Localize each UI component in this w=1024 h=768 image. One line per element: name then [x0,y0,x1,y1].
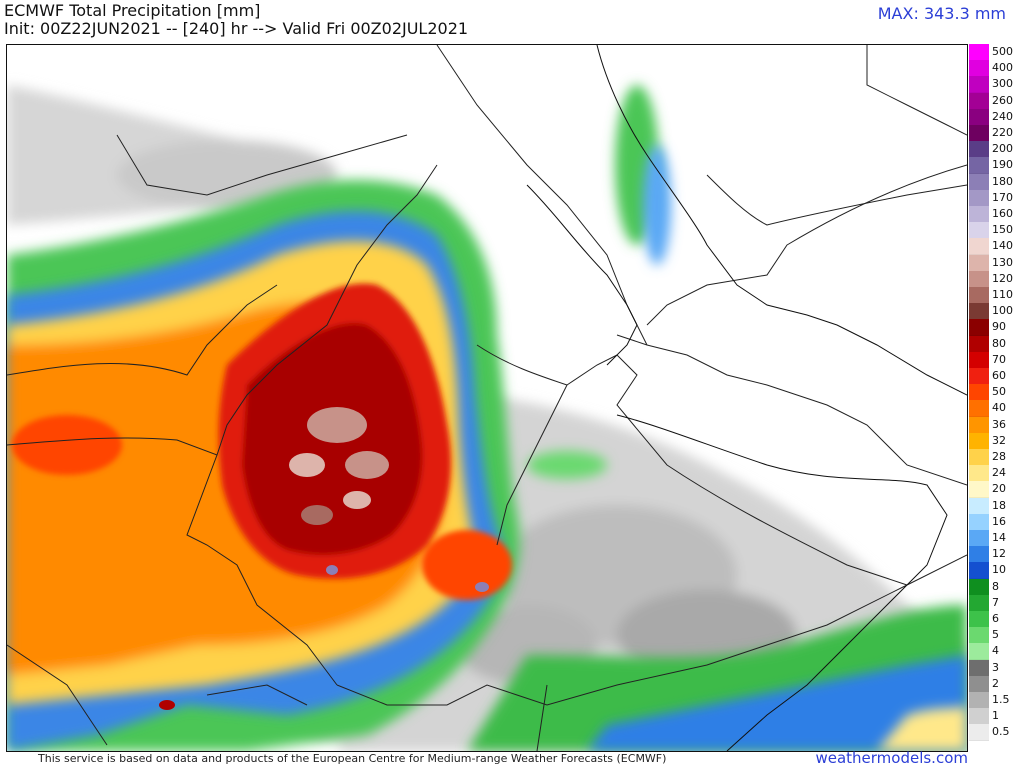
legend-swatch [969,513,989,531]
legend-label: 180 [992,174,1013,188]
legend-label: 20 [992,482,1006,496]
legend-swatch [969,368,989,385]
legend-swatch [969,141,989,159]
legend-label: 40 [992,401,1006,415]
legend-swatch [969,692,989,709]
legend-label: 110 [992,288,1013,301]
legend-label: 80 [992,336,1006,350]
legend-swatch [969,335,989,353]
legend-label: 170 [992,190,1013,204]
legend-swatch [969,481,989,499]
legend-swatch [969,351,989,369]
legend-swatch [969,157,989,175]
legend-label: 260 [992,93,1013,107]
legend-label: 2 [992,676,999,690]
legend-label: 70 [992,352,1006,366]
legend-label: 6 [992,612,999,625]
legend-swatch [969,108,989,126]
brand-link[interactable]: weathermodels.com [815,749,968,767]
legend-swatch [969,222,989,240]
legend-label: 100 [992,304,1013,318]
legend-label: 140 [992,239,1013,253]
legend-swatch [969,189,989,207]
legend-swatch [969,611,989,628]
legend-swatch [969,303,989,321]
legend-label: 4 [992,644,999,658]
legend-label: 200 [992,142,1013,156]
ecmwf-credit: This service is based on data and produc… [38,752,667,765]
legend-swatch [969,384,989,402]
legend-swatch [969,578,989,596]
legend-swatch [969,465,989,483]
legend-label: 240 [992,109,1013,123]
legend-label: 60 [992,369,1006,382]
legend-swatch [969,400,989,418]
legend-label: 32 [992,433,1006,447]
legend-swatch [969,254,989,272]
legend-swatch [969,125,989,142]
legend-swatch [969,44,989,61]
legend-swatch [969,675,989,693]
legend-label: 5 [992,628,999,642]
legend-label: 1.5 [992,693,1010,706]
legend-label: 3 [992,660,999,674]
legend-label: 16 [992,514,1006,528]
legend-swatch [969,173,989,191]
legend-label: 400 [992,61,1013,75]
legend-label: 120 [992,271,1013,285]
legend-label: 150 [992,223,1013,237]
legend-swatch [969,92,989,110]
precipitation-field [7,45,967,751]
legend-label: 190 [992,158,1013,172]
legend-swatch [969,449,989,466]
legend-swatch [969,530,989,547]
map-title: ECMWF Total Precipitation [mm] [4,1,261,20]
legend-swatch [969,562,989,580]
legend-label: 90 [992,320,1006,334]
max-precip-label: MAX: 343.3 mm [877,4,1006,23]
legend-label: 130 [992,255,1013,269]
legend-swatch [969,659,989,677]
legend-swatch [969,60,989,78]
legend-swatch [969,206,989,223]
legend-swatch [969,708,989,726]
legend-swatch [969,546,989,564]
legend-label: 1 [992,709,999,723]
legend-label: 8 [992,579,999,593]
legend-swatch [969,724,989,742]
legend-label: 300 [992,77,1013,91]
legend-swatch [969,627,989,645]
legend-label: 28 [992,450,1006,463]
legend-swatch [969,416,989,434]
coastline [526,45,967,751]
legend-label: 10 [992,563,1006,577]
legend-swatch [969,643,989,661]
legend-swatch [969,432,989,450]
legend-label: 500 [992,45,1013,58]
legend-label: 14 [992,531,1006,544]
legend-swatch [969,319,989,337]
extreme-precip-cells [159,407,489,710]
init-valid-line: Init: 00Z22JUN2021 -- [240] hr --> Valid… [4,19,469,38]
legend-label: 50 [992,385,1006,399]
legend-label: 24 [992,466,1006,480]
legend-label: 160 [992,207,1013,220]
legend-swatch [969,76,989,94]
legend-label: 7 [992,595,999,609]
legend-swatch [969,270,989,288]
legend-label: 220 [992,126,1013,139]
legend-swatch [969,238,989,256]
legend-swatch [969,287,989,304]
legend-label: 36 [992,417,1006,431]
legend-swatch [969,594,989,612]
legend-swatch [969,497,989,515]
legend-label: 0.5 [992,725,1010,739]
legend-label: 18 [992,498,1006,512]
precipitation-map [6,44,968,752]
legend-label: 12 [992,547,1006,561]
